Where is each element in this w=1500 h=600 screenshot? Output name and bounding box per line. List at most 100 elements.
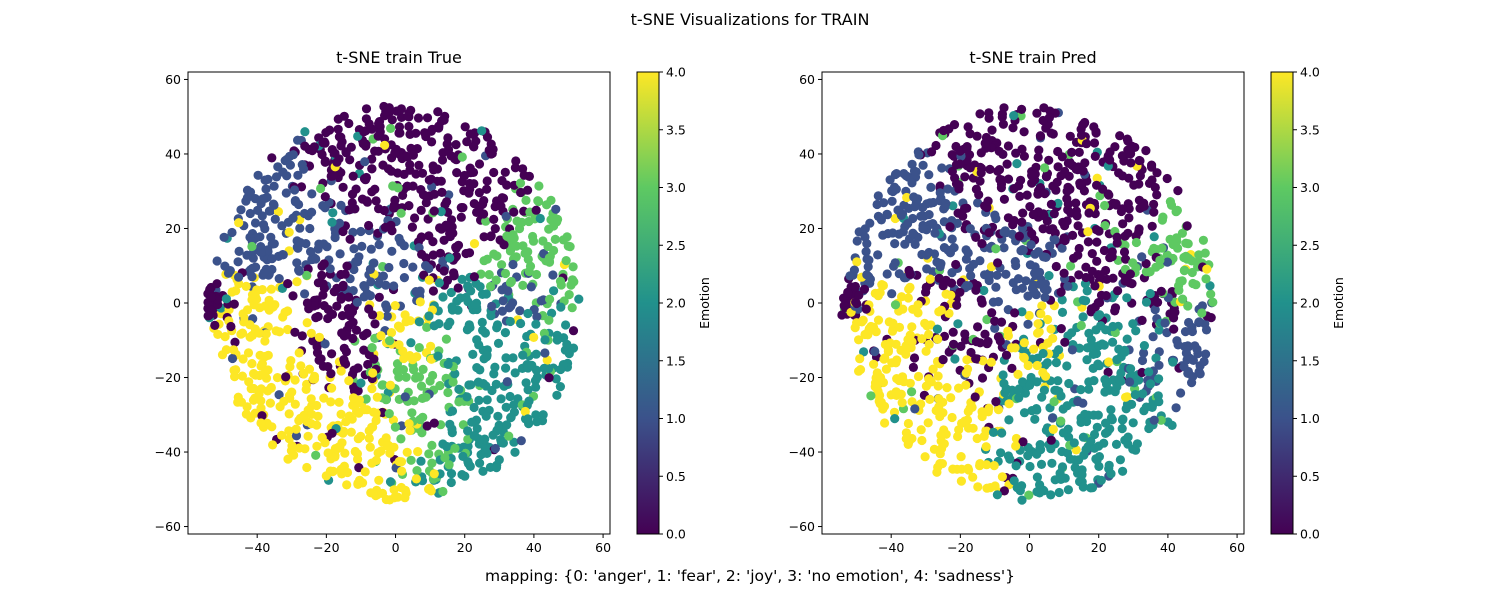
- scatter-point: [366, 244, 376, 254]
- scatter-point: [424, 311, 434, 321]
- scatter-point: [1099, 438, 1109, 448]
- scatter-point: [366, 277, 376, 287]
- scatter-point: [552, 335, 562, 345]
- scatter-point: [1139, 348, 1149, 358]
- scatter-point: [890, 239, 900, 249]
- scatter-point: [345, 234, 355, 244]
- scatter-point: [1003, 174, 1014, 184]
- colorbar-gradient: [636, 71, 660, 535]
- scatter-point: [1113, 286, 1123, 296]
- scatter-point: [973, 322, 983, 332]
- scatter-point: [1125, 145, 1135, 155]
- scatter-point: [953, 319, 963, 329]
- scatter-point: [1090, 281, 1100, 291]
- scatter-point: [955, 146, 965, 156]
- scatter-point: [373, 131, 383, 141]
- scatter-point: [231, 286, 241, 296]
- scatter-point: [961, 368, 971, 378]
- scatter-point: [991, 282, 1001, 292]
- scatter-point: [267, 153, 277, 163]
- scatter-point: [946, 393, 956, 403]
- scatter-point: [428, 161, 438, 171]
- scatter-point: [1009, 184, 1019, 194]
- scatter-point: [396, 208, 406, 218]
- scatter-point: [1011, 461, 1021, 471]
- scatter-point: [1201, 274, 1211, 284]
- colorbar: 0.0 0.5 1.0 1.5 2.0 2.5 3.0 3.5 4.0 Emotion: [636, 65, 712, 542]
- scatter-point: [501, 363, 511, 373]
- scatter-point: [1126, 364, 1136, 374]
- scatter-point: [990, 481, 1000, 491]
- scatter-point: [356, 378, 366, 388]
- scatter-point: [963, 248, 973, 258]
- x-tick-label: −40: [878, 540, 904, 555]
- scatter-point: [290, 185, 300, 195]
- scatter-point: [414, 317, 424, 327]
- scatter-point: [466, 380, 476, 390]
- scatter-point: [424, 175, 434, 185]
- y-tick-label: 20: [165, 221, 181, 236]
- scatter-point: [361, 394, 371, 404]
- scatter-point: [299, 208, 310, 219]
- scatter-point: [309, 371, 320, 381]
- scatter-point: [987, 125, 997, 135]
- scatter-point: [1033, 328, 1043, 338]
- scatter-point: [882, 269, 892, 279]
- scatter-point: [544, 257, 555, 267]
- scatter-point: [918, 224, 928, 234]
- scatter-point: [913, 371, 924, 382]
- scatter-point: [490, 443, 500, 454]
- scatter-point: [973, 198, 983, 208]
- scatter-point: [548, 270, 558, 280]
- scatter-point: [1048, 129, 1058, 139]
- colorbar-tick-label: 2.0: [666, 296, 686, 311]
- scatter-point: [496, 201, 506, 211]
- scatter-point: [413, 447, 423, 457]
- scatter-point: [1046, 435, 1056, 445]
- scatter-point: [257, 411, 267, 421]
- scatter-point: [1040, 163, 1050, 173]
- scatter-point: [1139, 341, 1149, 351]
- scatter-point: [523, 385, 533, 395]
- scatter-point: [1011, 260, 1021, 271]
- scatter-point: [327, 349, 337, 359]
- scatter-point: [333, 114, 343, 124]
- scatter-point: [1063, 485, 1073, 495]
- scatter-point: [472, 363, 482, 373]
- scatter-point: [1035, 440, 1045, 450]
- scatter-point: [1079, 186, 1089, 196]
- scatter-point: [1206, 289, 1216, 299]
- scatter-point: [1144, 367, 1154, 377]
- scatter-point: [1169, 324, 1179, 334]
- scatter-point: [435, 381, 445, 391]
- colorbar-label: Emotion: [1331, 277, 1346, 329]
- scatter-point: [921, 346, 931, 356]
- scatter-point: [291, 431, 302, 441]
- scatter-point: [438, 256, 448, 266]
- scatter-point: [891, 387, 901, 397]
- scatter-point: [542, 355, 552, 365]
- scatter-point: [1057, 307, 1068, 317]
- scatter-point: [501, 402, 511, 412]
- scatter-point: [865, 218, 875, 228]
- scatter-point: [269, 181, 279, 191]
- scatter-point: [502, 420, 512, 430]
- scatter-point: [449, 270, 459, 280]
- scatter-point: [1063, 199, 1073, 209]
- scatter-point: [301, 384, 311, 394]
- scatter-point: [1076, 130, 1087, 140]
- scatter-point: [947, 166, 958, 176]
- scatter-point: [416, 456, 426, 466]
- scatter-point: [478, 466, 488, 476]
- scatter-point: [907, 387, 917, 397]
- scatter-point: [382, 303, 392, 313]
- scatter-point: [999, 194, 1010, 204]
- scatter-point: [1013, 385, 1024, 395]
- scatter-point: [1094, 452, 1104, 462]
- scatter-point: [1162, 257, 1172, 267]
- scatter-point: [442, 275, 453, 285]
- scatter-point: [1145, 289, 1155, 299]
- scatter-point: [294, 199, 304, 210]
- scatter-point: [1038, 348, 1048, 359]
- scatter-point: [870, 346, 880, 357]
